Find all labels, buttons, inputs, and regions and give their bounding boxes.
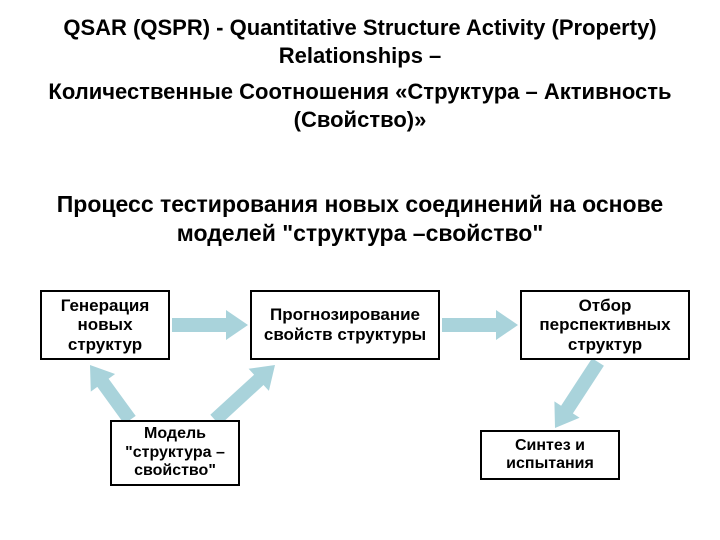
arrow-a5 [554,358,604,428]
arrow-a4 [210,365,275,425]
box-prognosis: Прогнозирование свойств структуры [250,290,440,360]
arrow-a3 [90,365,136,424]
slide-stage: QSAR (QSPR) - Quantitative Structure Act… [0,0,720,540]
box-generation: Генерация новых структур [40,290,170,360]
box-synthesis: Синтез и испытания [480,430,620,480]
box-selection: Отбор перспективных структур [520,290,690,360]
arrow-a1 [172,310,248,340]
box-model: Модель "структура –свойство" [110,420,240,486]
arrow-a2 [442,310,518,340]
